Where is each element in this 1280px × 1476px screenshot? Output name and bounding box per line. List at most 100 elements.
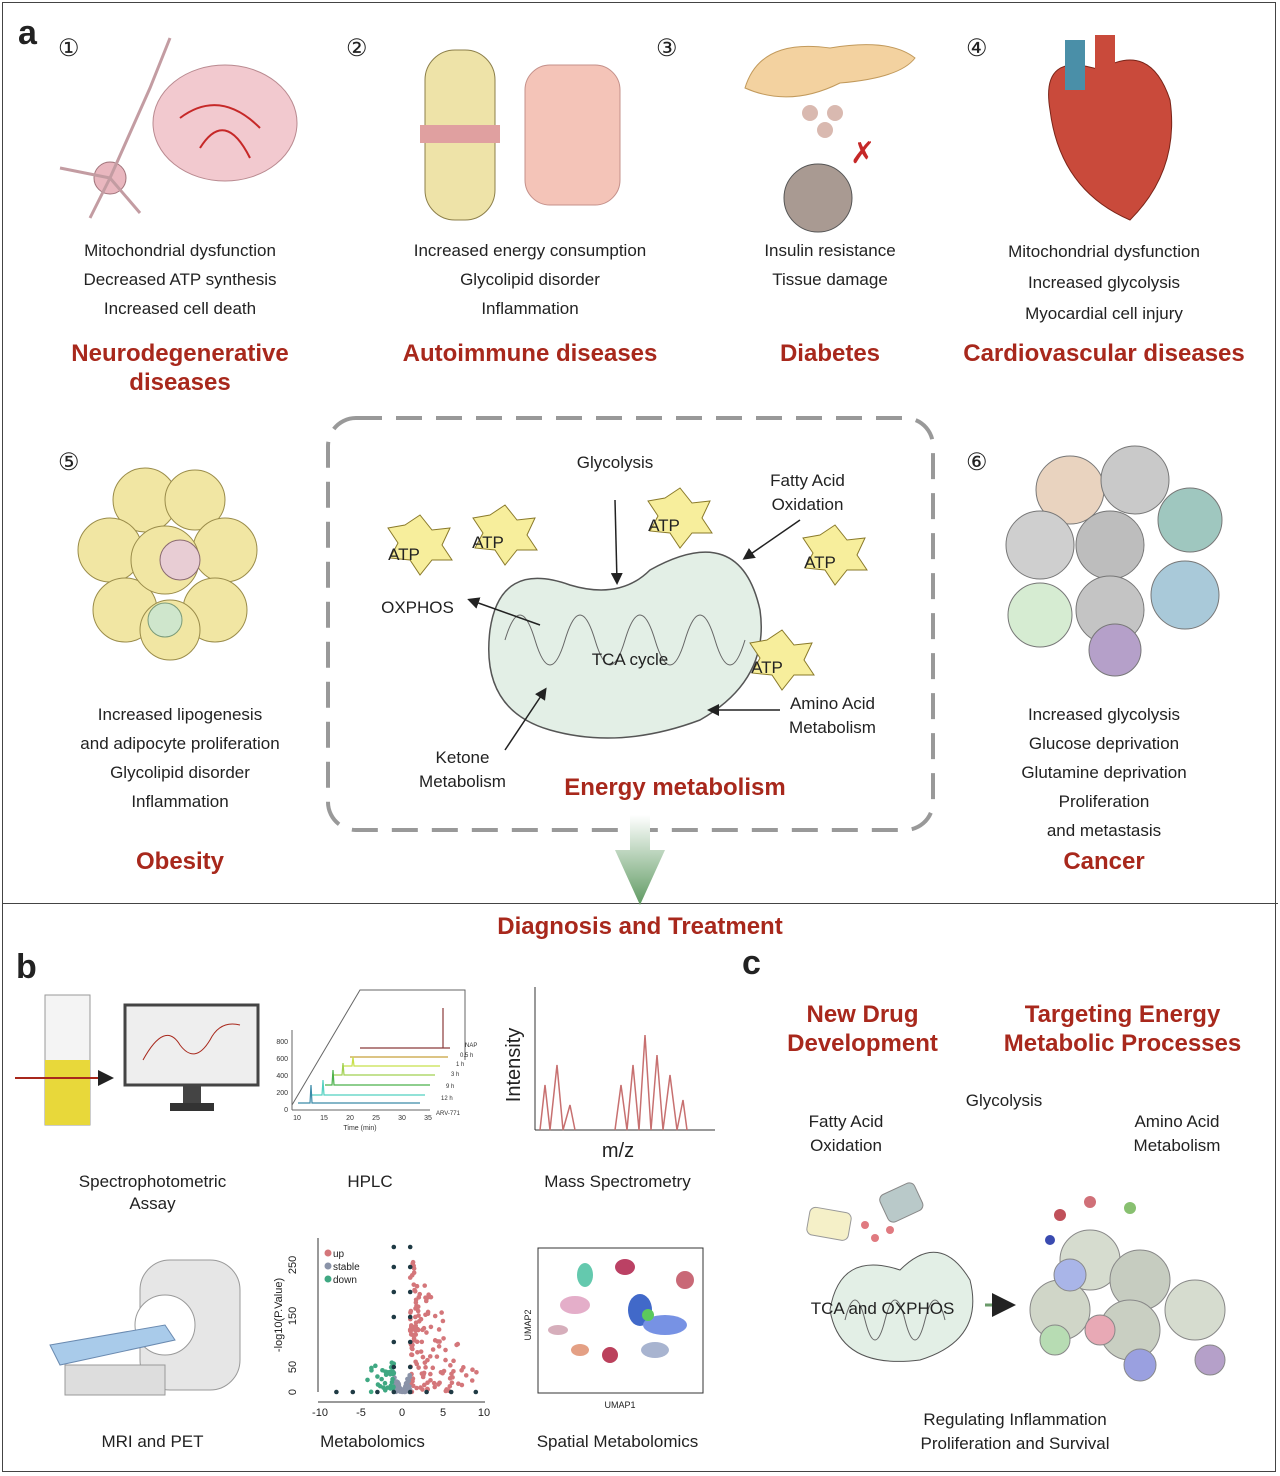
disease-number: ① [58,34,80,62]
fatty-acid-label: Fatty Acid Oxidation [770,471,845,514]
tca-label: TCA cycle [591,650,669,669]
description-line: Increased cell death [103,299,257,318]
down-arrow-icon [615,815,665,905]
volcano-point [437,1380,442,1386]
adipocyte-cluster-illustration [77,467,258,661]
hplc-xtick: 25 [372,1115,380,1122]
volcano-point [411,1282,417,1287]
volcano-point [407,1364,413,1370]
hplc-series-label: 9 h [446,1084,454,1090]
method-label: HPLC [347,1172,393,1191]
volcano-point [469,1378,475,1383]
volcano-point [408,1332,414,1337]
volcano-point [427,1354,433,1359]
hplc-ytick: 0 [284,1107,288,1114]
description-line: and adipocyte proliferation [80,734,280,753]
dashed-box [326,416,935,832]
volcano-point [391,1371,397,1376]
disease-description: Insulin resistance Tissue damage [720,236,940,294]
atp-label: ATP [648,516,680,535]
volcano-point [443,1388,449,1394]
volcano-point [448,1389,454,1395]
volcano-point [420,1374,426,1380]
disease-title: Diabetes [779,340,881,367]
volcano-point [431,1380,437,1386]
hplc-chart: 0 200 400 600 800 10 15 20 25 30 35 Time… [276,989,477,1132]
volcano-point [419,1339,425,1345]
umap-plot: UMAP1 UMAP2 [523,1247,704,1410]
glycolysis-label: Glycolysis [576,453,654,472]
volcano-point [423,1365,428,1370]
method-label: MRI and PET [101,1432,204,1451]
heart-illustration [1048,35,1173,221]
volcano-point [418,1349,424,1354]
atp-stars [387,487,868,691]
volcano-point [408,1308,414,1314]
disease-number: ④ [966,34,988,62]
description-line: Tissue damage [772,270,888,289]
disease-title: Cardiovascular diseases [963,340,1245,367]
volcano-point [383,1369,388,1374]
volcano-point [390,1376,395,1382]
description-line: Glutamine deprivation [1021,763,1187,782]
volcano-point [413,1323,419,1329]
hplc-series-label: 0.5 h [460,1053,473,1059]
mass-spectrum-chart: Intensity m/z [503,987,715,1162]
volcano-point [407,1314,413,1320]
disease-number: ③ [656,34,678,62]
volcano-point [420,1354,426,1360]
legend-down: down [333,1275,357,1286]
volcano-point [382,1380,388,1386]
volcano-point [391,1361,397,1366]
volcano-point [350,1389,356,1395]
tca-oxphos-label: TCA and OXPHOS [810,1299,955,1318]
disease-title: Autoimmune diseases [402,340,658,367]
panel-label-b: b [16,948,37,986]
neuron-brain-illustration [59,37,298,219]
description-line: Insulin resistance [764,241,896,260]
volcano-point [443,1347,448,1353]
hplc-series-label: 12 h [441,1096,453,1102]
atp-label: ATP [388,545,420,564]
volcano-point [459,1382,465,1388]
volcano-point [416,1313,421,1318]
hplc-series-label: 1 h [456,1062,464,1068]
volcano-point [425,1380,430,1386]
volcano-point [434,1354,440,1359]
volcano-point [413,1306,418,1311]
volcano-point [415,1349,420,1355]
volcano-point [407,1264,413,1270]
volcano-point [408,1323,414,1328]
volcano-point [463,1373,469,1378]
volcano-xtick: 5 [440,1407,446,1419]
volcano-point [405,1379,410,1385]
hplc-xtick: 35 [424,1115,432,1122]
volcano-xtick: -5 [356,1407,366,1419]
disease-description: Increased glycolysis Glucose deprivation… [980,700,1228,845]
volcano-point [407,1244,413,1250]
amino-acid-label: Amino Acid Metabolism [789,694,876,737]
volcano-point [409,1345,415,1351]
volcano-point [402,1385,408,1390]
volcano-point [424,1389,429,1395]
volcano-point [413,1328,418,1334]
volcano-point [430,1365,436,1371]
volcano-point [456,1381,461,1387]
energy-metabolism-diagram [326,416,935,905]
disease-description: Mitochondrial dysfunction Decreased ATP … [40,236,320,323]
description-line: Increased glycolysis [1027,705,1181,724]
description-line: Glycolipid disorder [460,270,600,289]
volcano-point [439,1310,444,1315]
volcano-point [473,1389,479,1395]
volcano-point [424,1330,429,1335]
volcano-point [365,1377,370,1383]
volcano-point [407,1289,413,1295]
method-label: Spectrophotometric Assay [78,1172,227,1213]
description-line: and metastasis [1046,821,1162,840]
disease-description: Increased energy consumption Glycolipid … [380,236,680,323]
hplc-ytick: 800 [276,1039,288,1046]
volcano-point [448,1363,453,1368]
volcano-point [375,1374,380,1379]
description-line: Increased lipogenesis [97,705,263,724]
